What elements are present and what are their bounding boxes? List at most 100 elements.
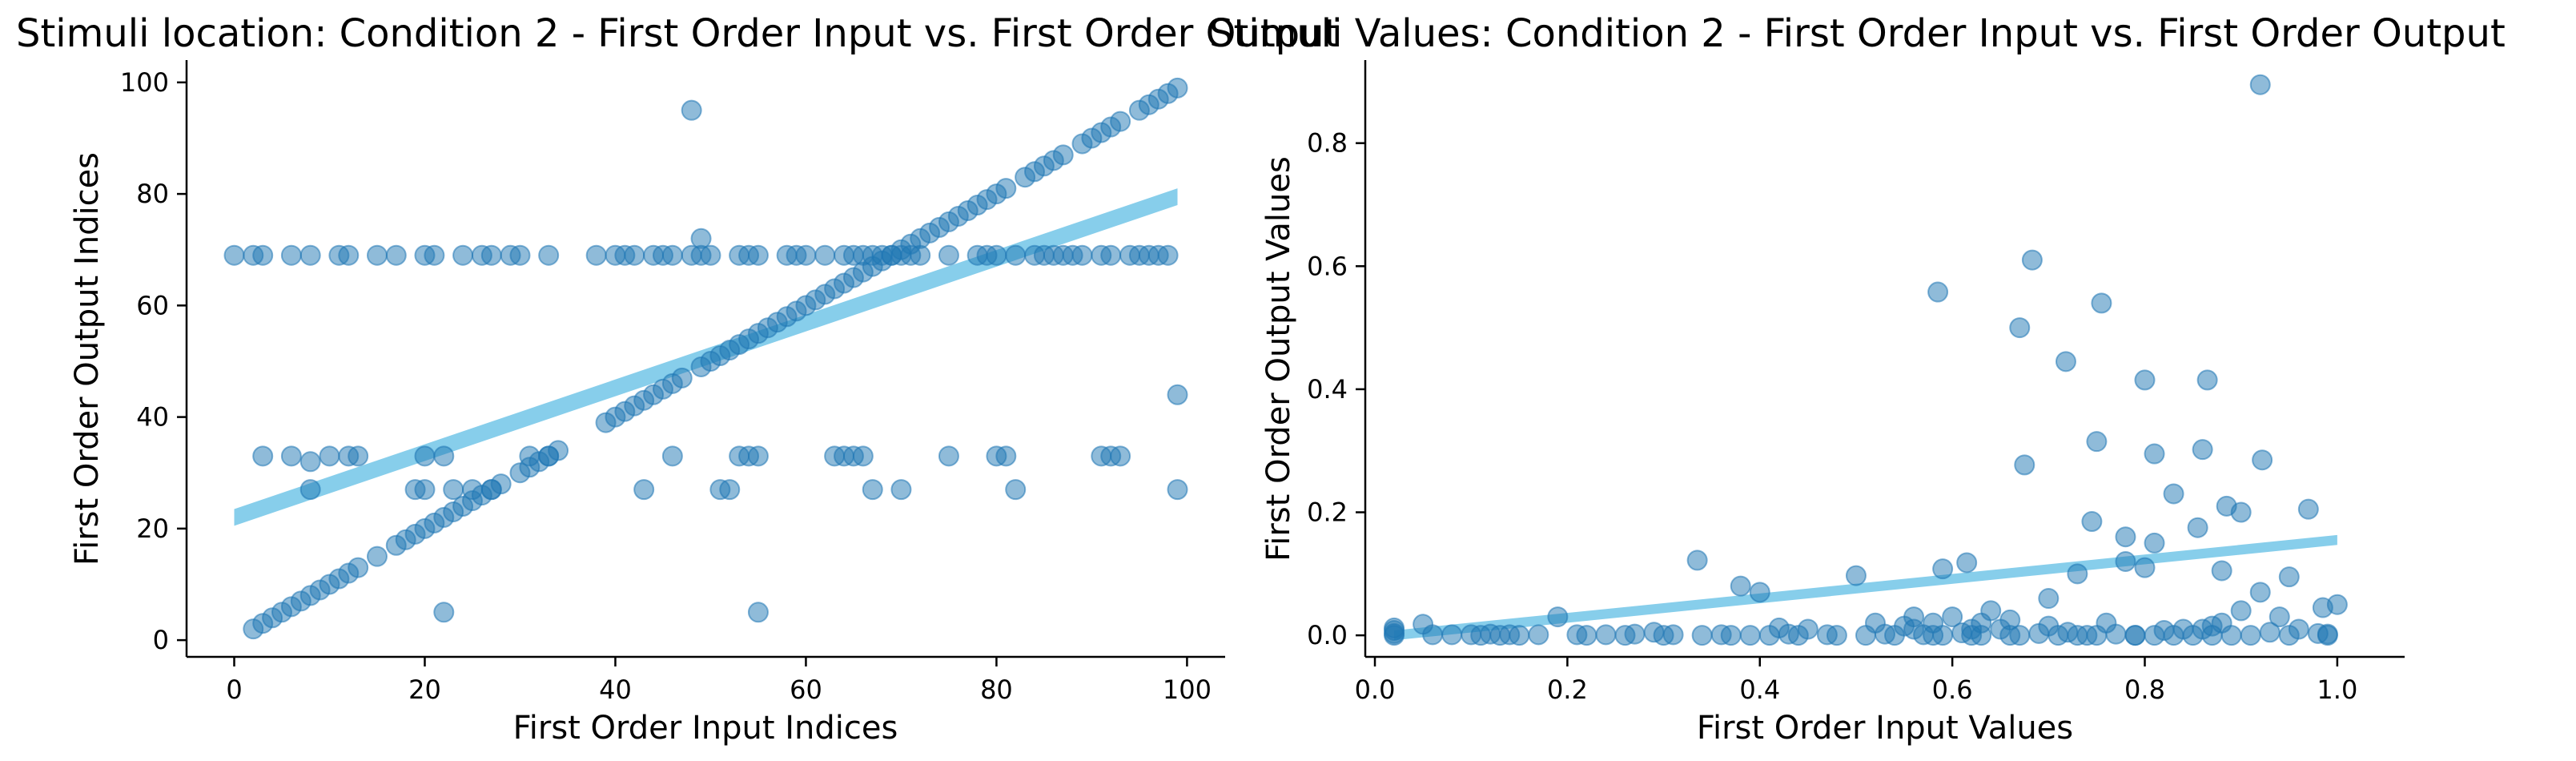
data-point	[747, 602, 769, 623]
data-point	[747, 445, 769, 467]
data-point	[519, 445, 541, 467]
data-point	[433, 602, 455, 623]
data-point	[252, 244, 274, 266]
data-point	[280, 445, 302, 467]
data-point	[1971, 625, 1992, 646]
data-point	[795, 244, 817, 266]
data-point	[690, 227, 712, 249]
data-point	[1489, 625, 1511, 646]
data-point	[681, 99, 702, 121]
y-tick-label: 0	[153, 625, 169, 655]
data-point	[443, 479, 464, 501]
data-point	[366, 244, 388, 266]
data-point	[1826, 625, 1847, 646]
data-point	[1686, 550, 1708, 571]
data-point	[671, 367, 693, 389]
data-point	[2252, 449, 2273, 471]
data-point	[2220, 625, 2242, 646]
data-point	[1071, 244, 1093, 266]
data-point	[1528, 624, 1549, 646]
x-tick-label: 0.2	[1547, 674, 1588, 705]
data-point	[366, 546, 388, 567]
data-point	[2048, 625, 2069, 646]
data-point	[299, 479, 321, 501]
points-indices	[223, 77, 1188, 640]
data-point	[2196, 369, 2218, 391]
chart-panel-indices: 0 20 40 60 80 100 0 20 40 60 80 100 First Order In…	[16, 11, 1339, 747]
data-point	[2259, 622, 2281, 643]
data-point	[1855, 625, 1876, 646]
x-tick-label: 0.8	[2124, 674, 2165, 705]
data-point	[2144, 443, 2165, 465]
data-point	[1052, 144, 1074, 166]
y-ticks-values: 0.0 0.2 0.4 0.6 0.8	[1307, 128, 1365, 650]
chart-panel-values: 0.0 0.2 0.4 0.6 0.8 1.0 0.0 0.2 0.4 0.6 0.8 First…	[1209, 11, 2506, 747]
data-point	[1547, 606, 1569, 628]
data-point	[633, 479, 655, 501]
fit-band-values	[1394, 534, 2337, 641]
data-point	[2105, 623, 2127, 645]
data-point	[1927, 281, 1949, 303]
data-point	[414, 445, 436, 467]
data-point	[1167, 384, 1188, 405]
x-tick-label: 0.6	[1932, 674, 1973, 705]
data-point	[2230, 600, 2252, 622]
x-ticks-values: 0.0 0.2 0.4 0.6 0.8 1.0	[1355, 657, 2357, 705]
data-point	[2038, 588, 2060, 610]
x-tick-label: 1.0	[2317, 674, 2357, 705]
data-point	[1739, 625, 1761, 646]
data-point	[1470, 625, 1492, 646]
data-point	[1157, 244, 1179, 266]
data-point	[480, 479, 502, 501]
data-point	[1884, 625, 1906, 646]
data-point	[890, 479, 912, 501]
data-point	[2211, 560, 2232, 582]
x-tick-label: 40	[599, 674, 632, 705]
data-point	[2028, 622, 2050, 644]
data-point	[348, 557, 369, 578]
data-point	[2201, 625, 2223, 646]
data-point	[1999, 625, 2021, 646]
y-tick-label: 0.0	[1307, 620, 1348, 650]
chart-title-values: Stimuli Values: Condition 2 - First Orde…	[1209, 11, 2506, 56]
chart-title-indices: Stimuli location: Condition 2 - First Or…	[16, 11, 1339, 56]
data-point	[1956, 552, 1978, 574]
data-point	[1923, 625, 1944, 646]
data-point	[424, 244, 445, 266]
y-tick-label: 0.6	[1307, 251, 1348, 281]
data-point	[319, 445, 340, 467]
data-point	[2086, 625, 2108, 646]
data-point	[2009, 317, 2031, 339]
data-point	[995, 178, 1017, 199]
y-tick-label: 60	[136, 290, 169, 320]
data-point	[1576, 625, 1597, 646]
data-point	[1720, 625, 1742, 646]
data-point	[348, 445, 369, 467]
data-point	[509, 244, 531, 266]
data-point	[910, 244, 931, 266]
data-point	[2067, 625, 2088, 646]
data-point	[2115, 550, 2136, 572]
x-tick-label: 0.4	[1739, 674, 1780, 705]
x-tick-label: 0	[226, 674, 242, 705]
data-point	[1614, 625, 1636, 646]
data-point	[2014, 454, 2035, 476]
data-point	[852, 445, 874, 467]
data-point	[1845, 565, 1867, 586]
data-point	[747, 244, 769, 266]
data-point	[624, 244, 645, 266]
y-tick-label: 0.4	[1307, 374, 1348, 405]
data-point	[2055, 351, 2076, 372]
data-point	[814, 244, 836, 266]
data-point	[2326, 594, 2348, 615]
data-point	[986, 244, 1007, 266]
x-tick-label: 20	[408, 674, 441, 705]
data-point	[2278, 566, 2300, 588]
y-tick-label: 80	[136, 179, 169, 209]
data-point	[1110, 445, 1131, 467]
data-point	[480, 244, 502, 266]
data-point	[1758, 625, 1780, 646]
data-point	[995, 445, 1017, 467]
data-point	[1942, 606, 1963, 628]
